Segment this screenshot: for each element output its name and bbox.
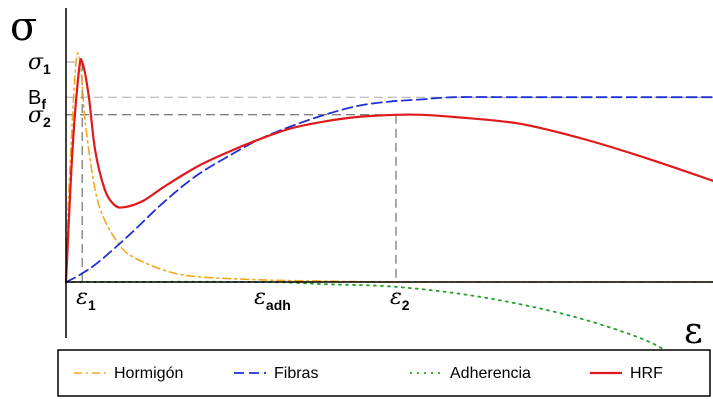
guide-lines: [66, 61, 713, 282]
legend: Hormigón Fibras Adherencia HRF: [57, 349, 711, 397]
y-tick-base: σ: [28, 50, 44, 75]
y-tick-label-sigma1: σ1: [28, 50, 51, 77]
x-tick-label-eps1: ε1: [76, 285, 96, 313]
series-layer: [64, 52, 713, 363]
x-tick-base: ε: [254, 285, 266, 310]
x-axis-label: ε: [684, 311, 703, 352]
series-line-hrf: [64, 58, 713, 284]
x-tick-sub: 1: [88, 297, 96, 313]
y-tick-sub: 2: [43, 114, 51, 130]
y-tick-base: σ: [28, 103, 44, 128]
y-tick-sub: f: [41, 96, 46, 112]
x-tick-sub: adh: [266, 297, 291, 313]
legend-label-hormigón: Hormigón: [114, 365, 183, 382]
legend-label-adherencia: Adherencia: [450, 365, 531, 382]
y-tick-base: B: [28, 87, 41, 109]
x-tick-sub: 2: [402, 297, 410, 313]
x-tick-label-epsadh: εadh: [254, 285, 291, 313]
y-tick-sub: 1: [43, 61, 51, 77]
y-tick-label-bf: Bf: [28, 87, 46, 112]
y-tick-label-sigma2: σ2: [28, 103, 51, 130]
x-tick-base: ε: [76, 285, 88, 310]
x-tick-base: ε: [390, 285, 402, 310]
legend-label-fibras: Fibras: [274, 365, 318, 382]
x-tick-label-eps2: ε2: [390, 285, 410, 313]
series-line-fibras: [65, 96, 713, 283]
series-line-hormigón: [65, 52, 713, 283]
legend-label-hrf: HRF: [630, 365, 663, 382]
x-tick-labels: ε1 εadh ε2: [76, 285, 410, 313]
y-axis-label: σ: [10, 4, 37, 50]
